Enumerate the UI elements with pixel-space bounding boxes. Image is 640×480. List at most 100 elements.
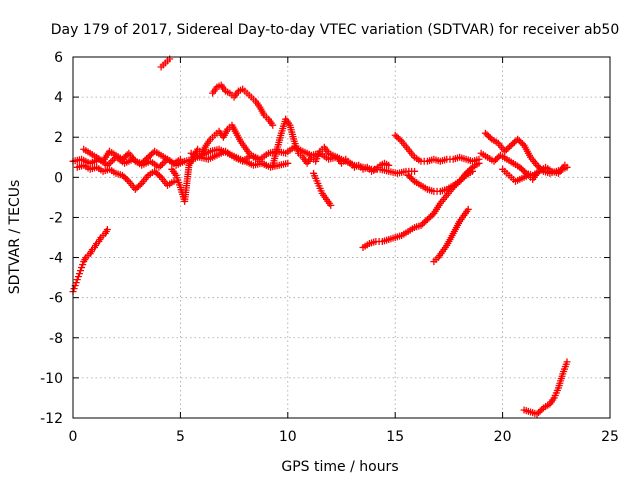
data-point (77, 267, 85, 275)
data-point (452, 180, 460, 188)
data-point (151, 167, 159, 175)
data-point (514, 135, 522, 143)
data-point (519, 166, 527, 174)
x-tick-label: 5 (176, 429, 185, 445)
data-point (170, 177, 178, 185)
y-tick-label: -2 (49, 210, 63, 226)
data-point (122, 152, 130, 160)
y-tick-label: -4 (49, 251, 63, 267)
data-point (133, 184, 141, 192)
data-point (79, 261, 87, 269)
data-point (517, 138, 525, 146)
data-point (469, 167, 477, 175)
data-point (72, 279, 80, 287)
data-point (404, 171, 412, 179)
data-point (139, 158, 147, 166)
y-tick-label: -8 (49, 331, 63, 347)
data-point (486, 134, 494, 142)
data-point (409, 176, 417, 184)
data-point (107, 158, 115, 166)
data-point (138, 159, 146, 167)
data-point (158, 160, 166, 168)
data-point (154, 170, 162, 178)
data-point (144, 153, 152, 161)
series-arc-14 (430, 205, 472, 266)
axis-ticks: 0 5 10 15 20 25 -12 -10 -8 -6 -4 -2 0 2 4 6 (40, 50, 619, 445)
data-point (454, 179, 462, 187)
data-point (506, 143, 514, 151)
x-tick-label: 15 (386, 429, 404, 445)
data-point (428, 211, 436, 219)
data-point (73, 276, 81, 284)
data-point (136, 181, 144, 189)
series-arc-8 (209, 81, 277, 129)
data-point (501, 147, 509, 155)
data-point (411, 167, 419, 175)
data-point (394, 134, 402, 142)
data-point (122, 174, 130, 182)
data-point (425, 214, 433, 222)
x-tick-label: 0 (69, 429, 78, 445)
data-point (449, 183, 457, 191)
data-point (490, 157, 498, 165)
data-point (481, 129, 489, 137)
y-axis-label: SDTVAR / TECUs (7, 180, 23, 295)
data-point (417, 221, 425, 229)
data-point (423, 215, 431, 223)
data-point (396, 136, 404, 144)
data-point (78, 264, 86, 272)
y-tick-label: -12 (40, 411, 63, 427)
grid (73, 57, 610, 418)
data-point (143, 155, 151, 163)
data-point (504, 144, 512, 152)
data-point (118, 155, 126, 163)
data-point (141, 156, 149, 164)
plot-frame (72, 56, 611, 419)
series-arc-18 (520, 358, 571, 418)
data-point (427, 212, 435, 220)
series-arc-16 (477, 149, 569, 179)
data-point (518, 140, 526, 148)
y-tick-label: 4 (54, 90, 63, 106)
data-point (407, 174, 415, 182)
data-point (146, 152, 154, 160)
data-point (391, 131, 399, 139)
series-arc-3 (80, 145, 184, 167)
data-point (459, 174, 467, 182)
data-point (419, 220, 427, 228)
y-tick-label: 2 (54, 130, 63, 146)
data-point (393, 133, 401, 141)
data-point (502, 146, 510, 154)
y-tick-label: -6 (49, 291, 63, 307)
series-arc-6 (269, 115, 393, 175)
data-point (269, 121, 277, 129)
data-point (385, 161, 393, 169)
data-point (457, 176, 465, 184)
series-arc-17 (499, 165, 541, 185)
data-point (157, 162, 165, 170)
data-point (109, 156, 117, 164)
data-point (118, 171, 126, 179)
data-point (563, 358, 571, 366)
data-point (327, 201, 335, 209)
data-point (535, 408, 543, 416)
data-point (485, 132, 493, 140)
data-point (451, 182, 459, 190)
y-tick-label: 0 (54, 170, 63, 186)
data-point (103, 225, 111, 233)
series-arc-10 (69, 225, 111, 296)
data-point (516, 163, 524, 171)
data-point (517, 165, 525, 173)
data-point (120, 173, 128, 181)
data-point (509, 140, 517, 148)
x-axis-label: GPS time / hours (281, 459, 398, 475)
data-point (131, 185, 139, 193)
data-point (493, 154, 501, 162)
data-point (152, 169, 160, 177)
data-point (147, 150, 155, 158)
data-points (69, 55, 571, 418)
data-point (74, 273, 82, 281)
series-arc-7 (310, 169, 335, 209)
